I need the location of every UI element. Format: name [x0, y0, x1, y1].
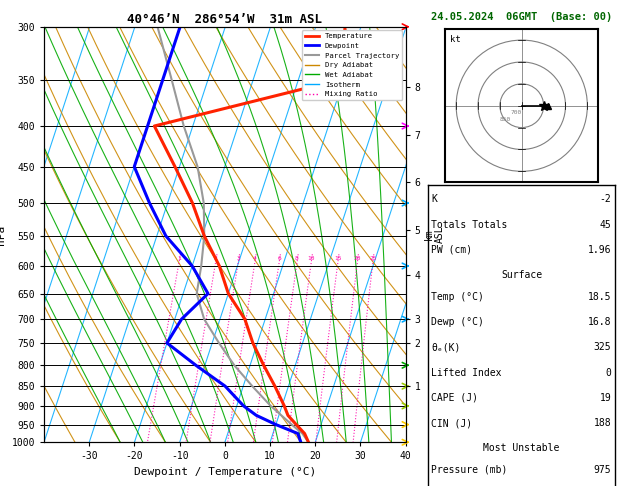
Text: 4: 4 — [253, 256, 257, 261]
Text: Temp (°C): Temp (°C) — [431, 292, 484, 302]
Text: kt: kt — [450, 35, 460, 44]
Text: Most Unstable: Most Unstable — [483, 443, 560, 453]
Text: 850: 850 — [500, 117, 511, 122]
Text: Totals Totals: Totals Totals — [431, 220, 508, 230]
Text: 45: 45 — [599, 220, 611, 230]
Y-axis label: hPa: hPa — [0, 225, 6, 244]
Text: 24.05.2024  06GMT  (Base: 00): 24.05.2024 06GMT (Base: 00) — [431, 12, 613, 22]
Text: θₑ(K): θₑ(K) — [431, 342, 461, 352]
Text: 975: 975 — [594, 465, 611, 475]
Text: 6: 6 — [277, 256, 281, 261]
Text: Surface: Surface — [501, 270, 542, 280]
Text: K: K — [431, 194, 437, 205]
Text: 19: 19 — [599, 393, 611, 403]
Text: 2: 2 — [214, 256, 218, 261]
Text: 25: 25 — [369, 256, 377, 261]
Text: CAPE (J): CAPE (J) — [431, 393, 479, 403]
Text: 10: 10 — [308, 256, 315, 261]
Text: 16.8: 16.8 — [588, 317, 611, 327]
Text: LCL: LCL — [532, 29, 546, 38]
Text: 0: 0 — [606, 367, 611, 378]
Text: 3: 3 — [237, 256, 240, 261]
Text: CIN (J): CIN (J) — [431, 418, 472, 428]
Text: Lifted Index: Lifted Index — [431, 367, 502, 378]
Text: 188: 188 — [594, 418, 611, 428]
Text: Dewp (°C): Dewp (°C) — [431, 317, 484, 327]
Text: 325: 325 — [594, 342, 611, 352]
Text: 20: 20 — [353, 256, 361, 261]
Text: 700: 700 — [511, 110, 522, 116]
Text: 15: 15 — [334, 256, 342, 261]
Text: 1: 1 — [177, 256, 181, 261]
Text: Pressure (mb): Pressure (mb) — [431, 465, 508, 475]
Text: PW (cm): PW (cm) — [431, 245, 472, 255]
Text: 18.5: 18.5 — [588, 292, 611, 302]
Text: 1.96: 1.96 — [588, 245, 611, 255]
Text: -2: -2 — [599, 194, 611, 205]
Title: 40°46’N  286°54’W  31m ASL: 40°46’N 286°54’W 31m ASL — [127, 13, 323, 26]
Text: 8: 8 — [295, 256, 299, 261]
Y-axis label: km
ASL: km ASL — [423, 226, 445, 243]
X-axis label: Dewpoint / Temperature (°C): Dewpoint / Temperature (°C) — [134, 467, 316, 477]
Legend: Temperature, Dewpoint, Parcel Trajectory, Dry Adiabat, Wet Adiabat, Isotherm, Mi: Temperature, Dewpoint, Parcel Trajectory… — [302, 30, 402, 100]
